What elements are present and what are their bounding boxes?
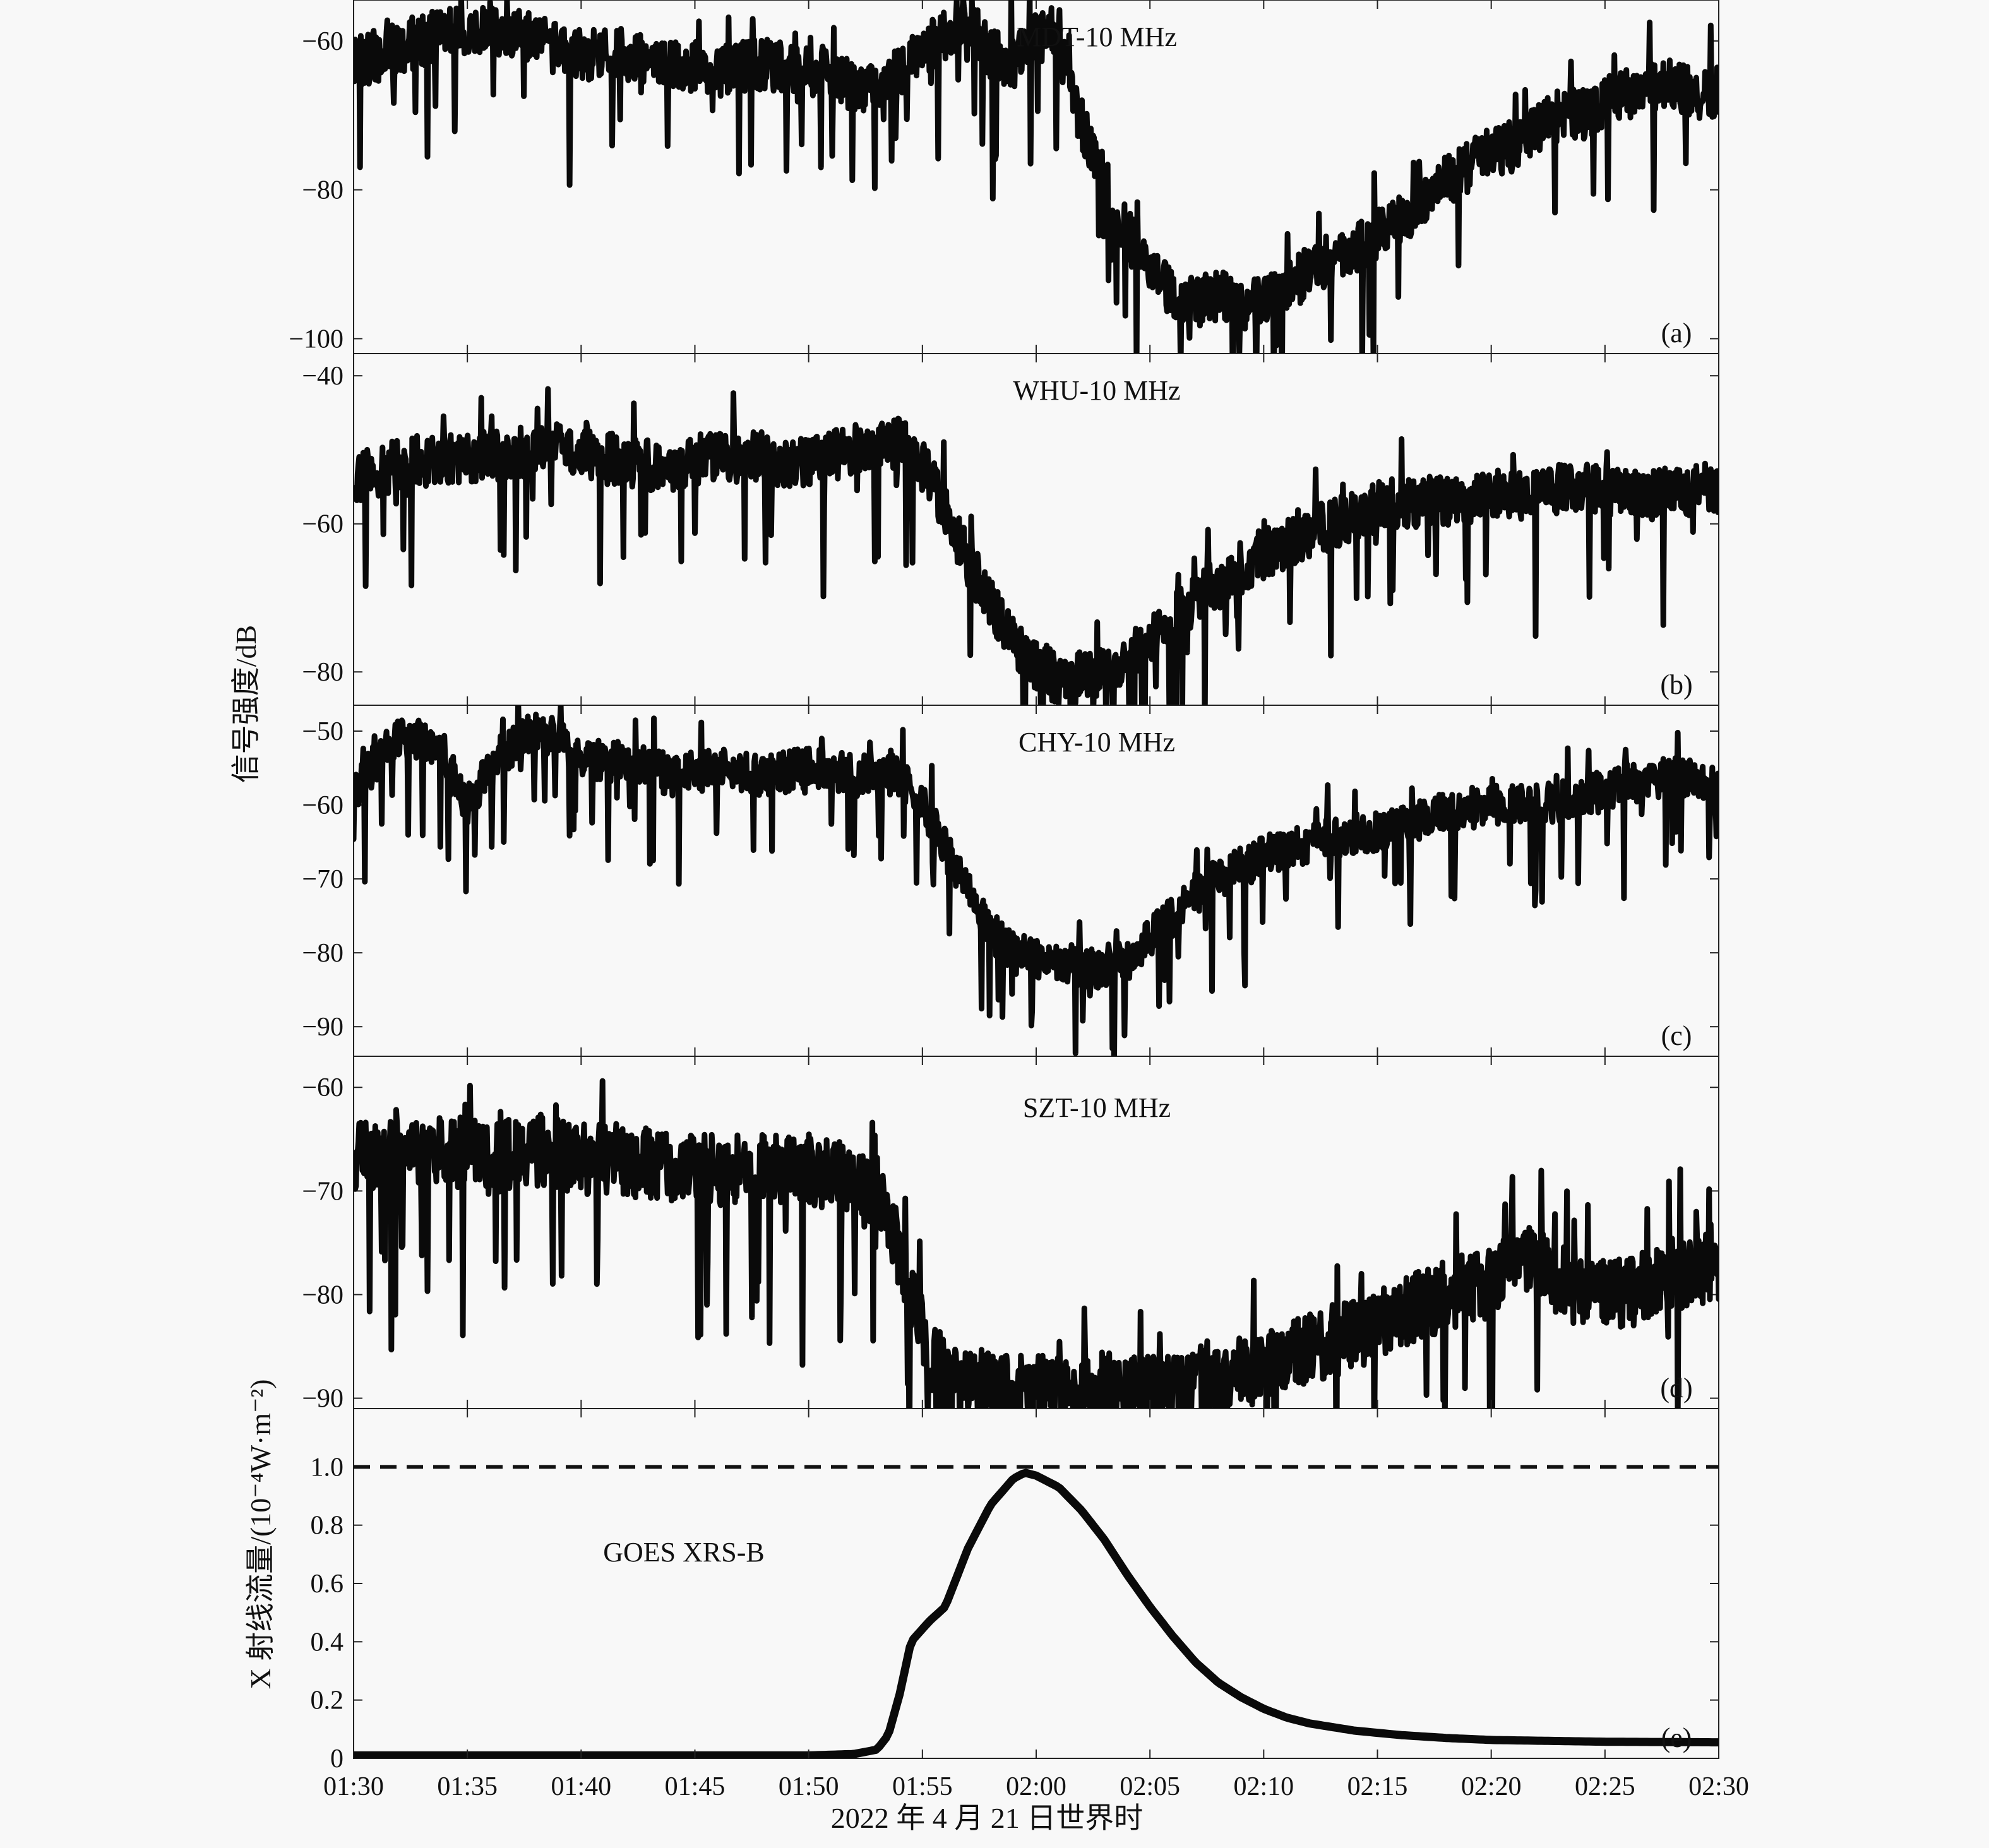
y-axis-title-signal: 信号强度/dB <box>230 625 262 783</box>
panel-title-e: GOES XRS-B <box>603 1537 765 1568</box>
y-tick-label: −40 <box>302 362 343 391</box>
y-tick-label: −90 <box>302 1013 343 1042</box>
y-tick-label: −60 <box>302 27 343 56</box>
y-tick-label: 1.0 <box>311 1453 344 1482</box>
y-tick-label: 0.4 <box>311 1628 344 1657</box>
x-tick-label: 02:30 <box>1688 1772 1749 1801</box>
x-tick-label: 02:10 <box>1233 1772 1294 1801</box>
y-tick-label: −90 <box>302 1385 343 1414</box>
panel-letter-b: (b) <box>1660 669 1692 700</box>
panel-title-a: MDT-10 MHz <box>1017 21 1177 52</box>
x-tick-label: 02:15 <box>1347 1772 1408 1801</box>
panel-title-d: SZT-10 MHz <box>1023 1092 1171 1123</box>
panel-letter-c: (c) <box>1661 1020 1692 1051</box>
y-tick-label: −70 <box>302 1177 343 1206</box>
x-tick-label: 01:50 <box>779 1772 839 1801</box>
x-tick-label: 02:00 <box>1006 1772 1066 1801</box>
y-tick-label: −50 <box>302 717 343 746</box>
panel-b: −40 −60 −80 WHU-10 MHz (b) <box>302 353 1719 706</box>
x-tick-label: 01:30 <box>323 1772 384 1801</box>
x-tick-label: 01:40 <box>551 1772 611 1801</box>
shared-x-axis: 01:30 01:35 01:40 01:45 01:50 01:55 02:00 02:05… <box>323 1772 1749 1801</box>
y-tick-label: −80 <box>302 658 343 687</box>
y-axis-title-xray: X 射线流量/(10⁻⁴W·m⁻²) <box>244 1379 277 1689</box>
panel-e: 0 0.2 0.4 0.6 0.8 1.0 GOES XRS-B (e) <box>311 1408 1719 1773</box>
x-tick-label: 01:35 <box>437 1772 498 1801</box>
y-tick-label: −80 <box>302 939 343 968</box>
x-tick-label: 02:20 <box>1461 1772 1522 1801</box>
x-tick-label: 02:25 <box>1575 1772 1635 1801</box>
series-line-c <box>354 705 1719 1056</box>
y-tick-label: 0 <box>330 1744 343 1773</box>
panel-title-b: WHU-10 MHz <box>1013 375 1180 406</box>
y-tick-label: 0.8 <box>311 1511 344 1541</box>
y-tick-label: 0.2 <box>311 1686 344 1715</box>
series-line-d <box>354 1078 1719 1409</box>
y-tick-label: −60 <box>302 510 343 539</box>
y-tick-label: −100 <box>289 325 343 354</box>
y-tick-label: −60 <box>302 1073 343 1102</box>
panel-title-c: CHY-10 MHz <box>1018 727 1175 758</box>
panel-a: −60 −80 −100 MDT-10 MHz (a) <box>289 0 1719 354</box>
panel-letter-e: (e) <box>1661 1722 1692 1753</box>
x-tick-label: 02:05 <box>1120 1772 1180 1801</box>
series-line-b <box>354 386 1719 705</box>
y-tick-label: −80 <box>302 1280 343 1309</box>
y-tick-label: −70 <box>302 865 343 894</box>
chart-panels: −60 −80 −100 MDT-10 MHz (a) −40 −60 −80 WHU-10 M… <box>289 0 1719 1773</box>
panel-letter-a: (a) <box>1661 318 1692 349</box>
panel-letter-d: (d) <box>1660 1373 1692 1404</box>
y-tick-label: −80 <box>302 176 343 205</box>
y-tick-label: −60 <box>302 791 343 820</box>
panel-d: −60 −70 −80 −90 SZT-10 MHz (d) <box>302 1056 1719 1414</box>
x-axis-title: 2022 年 4 月 21 日世界时 <box>831 1802 1144 1834</box>
y-tick-label: 0.6 <box>311 1570 344 1599</box>
panel-c: −50 −60 −70 −80 −90 CHY-10 MHz (c) <box>302 705 1719 1057</box>
x-tick-label: 01:45 <box>665 1772 726 1801</box>
series-line-a <box>354 0 1719 354</box>
x-tick-label: 01:55 <box>892 1772 953 1801</box>
